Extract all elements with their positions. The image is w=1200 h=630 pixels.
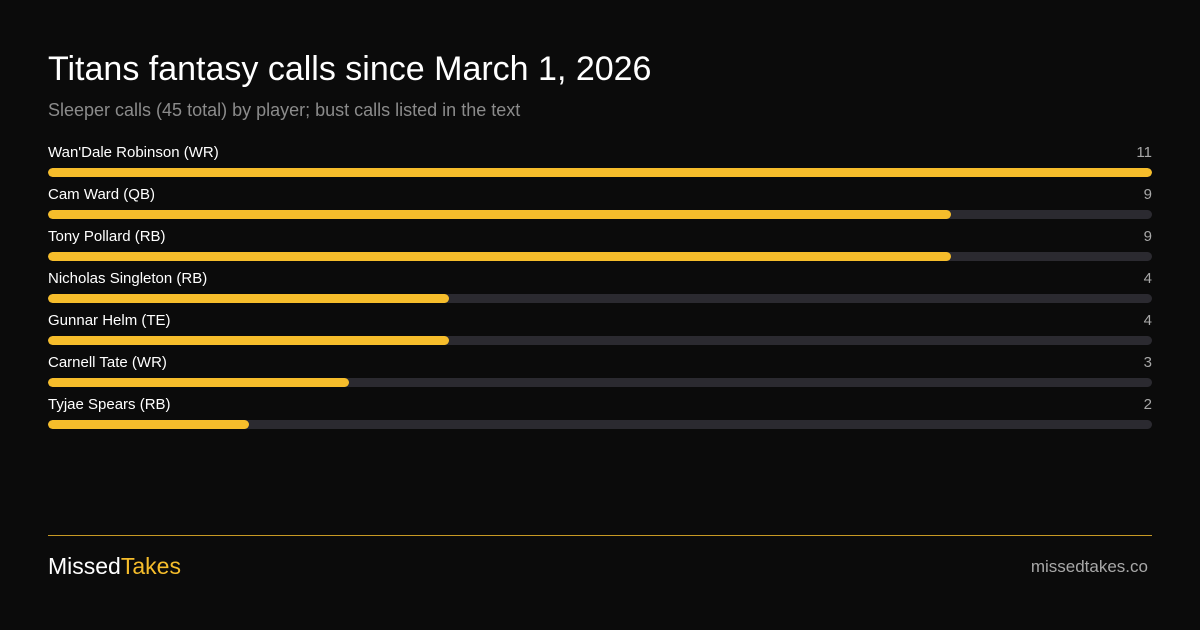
bar [48, 336, 449, 345]
brand-name-part2: Takes [120, 553, 181, 579]
bar [48, 294, 449, 303]
bar-row: Tony Pollard (RB) 9 [48, 228, 1152, 270]
bar [48, 210, 951, 219]
bar-row: Gunnar Helm (TE) 4 [48, 312, 1152, 354]
brand-logo: MissedTakes [48, 553, 181, 580]
bar-value-label: 4 [1143, 270, 1152, 287]
footer-divider [48, 535, 1152, 536]
bar-track [48, 336, 1152, 345]
bar-row: Nicholas Singleton (RB) 4 [48, 270, 1152, 312]
site-url: missedtakes.co [1030, 557, 1148, 576]
bar-value-label: 4 [1143, 312, 1152, 329]
bar-track [48, 168, 1152, 177]
bar-label: Gunnar Helm (TE) [48, 312, 171, 329]
chart-title: Titans fantasy calls since March 1, 2026 [48, 50, 652, 88]
bar-row: Tyjae Spears (RB) 2 [48, 396, 1152, 438]
bar-label: Tony Pollard (RB) [48, 228, 166, 245]
bar [48, 378, 349, 387]
bar-track [48, 420, 1152, 429]
bar-value-label: 9 [1143, 228, 1152, 245]
brand-name-part1: Missed [48, 553, 121, 579]
bar [48, 252, 951, 261]
bar-row: Carnell Tate (WR) 3 [48, 354, 1152, 396]
bar-label: Cam Ward (QB) [48, 186, 155, 203]
bar-value-label: 9 [1143, 186, 1152, 203]
bar-value-label: 11 [1136, 144, 1152, 161]
bar-chart: Wan'Dale Robinson (WR) 11 Cam Ward (QB) 9 To… [48, 144, 1152, 438]
bar-label: Carnell Tate (WR) [48, 354, 167, 371]
bar-row: Cam Ward (QB) 9 [48, 186, 1152, 228]
bar-value-label: 3 [1143, 354, 1152, 371]
bar [48, 420, 249, 429]
bar-track [48, 210, 1152, 219]
chart-subtitle: Sleeper calls (45 total) by player; bust… [48, 100, 521, 120]
bar-track [48, 378, 1152, 387]
bar-track [48, 252, 1152, 261]
bar-row: Wan'Dale Robinson (WR) 11 [48, 144, 1152, 186]
bar-label: Tyjae Spears (RB) [48, 396, 171, 413]
bar-label: Wan'Dale Robinson (WR) [48, 144, 219, 161]
bar-track [48, 294, 1152, 303]
bar-value-label: 2 [1143, 396, 1152, 413]
bar-label: Nicholas Singleton (RB) [48, 270, 208, 287]
bar [48, 168, 1152, 177]
